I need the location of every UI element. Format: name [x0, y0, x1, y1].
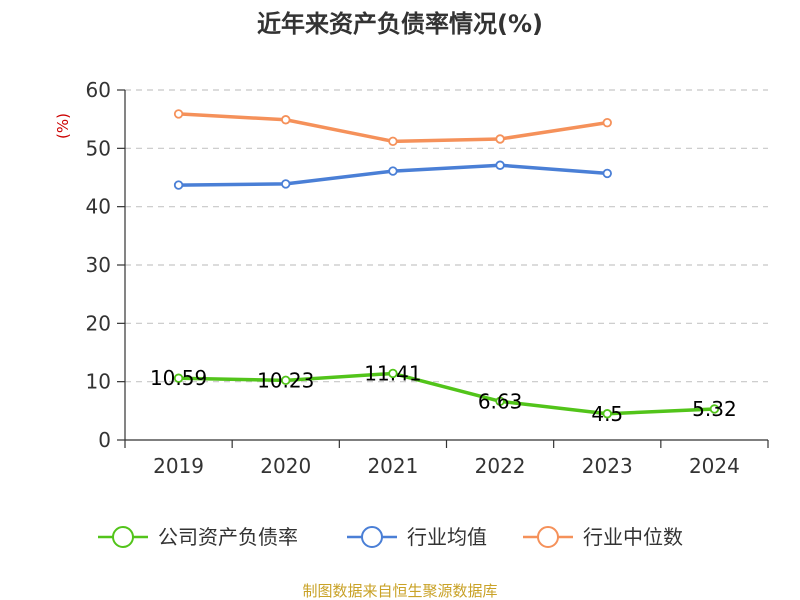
series-point-0: [709, 404, 720, 414]
x-tick-label: 2024: [689, 454, 740, 478]
y-tick-label: 10: [86, 370, 111, 394]
x-tick-label: 2019: [153, 454, 204, 478]
x-tick-label: 2021: [367, 454, 418, 478]
x-tick-label: 2020: [260, 454, 311, 478]
y-tick-label: 50: [86, 136, 111, 160]
series-point-0: [388, 368, 398, 379]
data-labels: 10.59 10.23 11.41 6.63 4.5 5.32: [150, 361, 737, 425]
series-point-0: [602, 409, 612, 419]
data-label: 4.5: [591, 402, 623, 426]
series-point-2: [602, 117, 612, 128]
series-point-1: [602, 168, 612, 179]
series-point-1: [173, 180, 184, 190]
series-point-2: [495, 134, 505, 144]
series-point-1: [388, 166, 398, 176]
y-tick-label: 60: [86, 78, 111, 102]
y-axis-unit-label: (%): [54, 113, 72, 139]
series-layer: [173, 109, 720, 419]
series-point-0: [173, 373, 184, 383]
y-tick-label: 30: [86, 253, 111, 277]
source-note: 制图数据来自恒生聚源数据库: [302, 582, 497, 600]
legend: 公司资产负债率 行业均值 行业中位数: [98, 525, 683, 549]
data-label: 11.41: [364, 361, 421, 385]
series-point-2: [388, 136, 398, 147]
series-point-0: [281, 375, 291, 386]
y-tick-label: 20: [86, 311, 111, 335]
y-tick-label: 40: [86, 195, 111, 219]
data-label: 10.59: [150, 366, 207, 390]
data-label: 5.32: [692, 397, 737, 421]
series-point-1: [495, 160, 505, 170]
x-tick-label: 2023: [582, 454, 633, 478]
chart-title: 近年来资产负债率情况(%): [257, 10, 543, 38]
legend-swatch-marker-2: [537, 526, 559, 548]
legend-label-1: 行业均值: [407, 525, 487, 549]
series-point-2: [281, 115, 291, 125]
data-label: 10.23: [257, 368, 314, 392]
y-tick-label: 0: [98, 428, 111, 452]
series-line-0: [178, 371, 715, 416]
legend-swatch-marker-0: [112, 526, 134, 548]
series-point-0: [495, 396, 505, 407]
legend-label-0: 公司资产负债率: [158, 525, 298, 549]
legend-swatch-marker-1: [361, 526, 383, 548]
series-point-1: [281, 179, 291, 189]
series-point-2: [173, 109, 184, 119]
legend-label-2: 行业中位数: [583, 525, 683, 549]
x-tick-label: 2022: [475, 454, 526, 478]
grid-lines: [125, 89, 768, 383]
axes: 0 10 20 30 40 50 60 2019 2020 2021 2022 2023 2024: [86, 78, 769, 478]
data-label: 6.63: [478, 389, 523, 413]
